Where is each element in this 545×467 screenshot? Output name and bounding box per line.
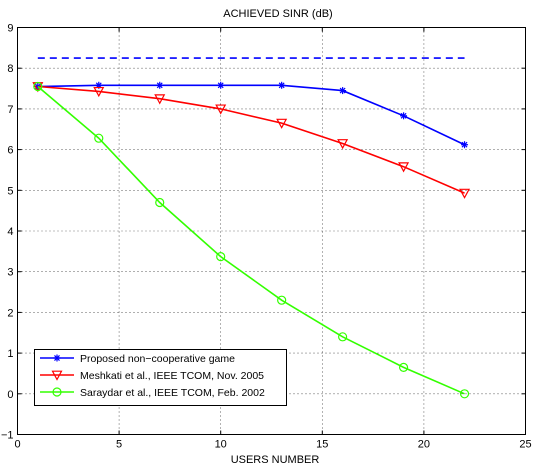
y-tick-label: 5 (7, 185, 13, 197)
legend-entry: Saraydar et al., IEEE TCOM, Feb. 2002 (40, 387, 265, 399)
legend-label: Proposed non−cooperative game (80, 353, 235, 365)
x-tick-label: 10 (215, 439, 227, 451)
series-1 (32, 82, 471, 199)
circle-marker (459, 389, 470, 399)
triangle-marker (51, 370, 63, 381)
y-tick-label: 8 (7, 63, 13, 75)
asterisk-marker (156, 81, 164, 89)
circle-marker (338, 332, 348, 342)
triangle-marker (398, 162, 410, 173)
circle-marker (216, 252, 226, 262)
triangle-marker (154, 94, 166, 105)
legend-label: Meshkati et al., IEEE TCOM, Nov. 2005 (80, 370, 264, 382)
series-2 (33, 81, 470, 399)
x-tick-label: 0 (14, 439, 20, 451)
y-tick-label: 6 (7, 145, 13, 157)
x-tick-label: 25 (519, 439, 531, 451)
x-tick-label: 5 (116, 439, 122, 451)
x-axis-label: USERS NUMBER (231, 454, 320, 466)
asterisk-marker (278, 81, 286, 89)
series-layer (32, 81, 471, 399)
y-tick-label: 9 (7, 23, 13, 35)
circle-marker (94, 133, 104, 143)
circle-marker (52, 387, 62, 397)
legend-items: Proposed non−cooperative game Meshkati et… (40, 353, 265, 399)
triangle-marker (276, 118, 288, 129)
chart-title: ACHIEVED SINR (dB) (223, 8, 332, 20)
circle-marker (277, 295, 287, 305)
asterisk-marker (53, 354, 61, 362)
series-line (37, 85, 465, 194)
triangle-marker (337, 139, 349, 150)
asterisk-marker (461, 141, 469, 149)
x-tick-label: 20 (418, 439, 430, 451)
y-tick-label: 0 (7, 389, 13, 401)
circle-marker (398, 362, 409, 372)
circle-marker (155, 197, 165, 208)
series-line (37, 85, 465, 395)
y-tick-label: 3 (7, 267, 13, 279)
asterisk-marker (339, 87, 347, 95)
legend-label: Saraydar et al., IEEE TCOM, Feb. 2002 (80, 387, 265, 399)
x-tick-label: 15 (316, 439, 328, 451)
triangle-marker (93, 86, 105, 98)
y-tick-label: 2 (7, 307, 13, 319)
triangle-marker (215, 104, 227, 115)
legend-entry: Proposed non−cooperative game (40, 353, 235, 365)
y-tick-label: 7 (7, 104, 13, 116)
y-tick-label: 4 (7, 226, 13, 238)
asterisk-marker (400, 112, 408, 120)
series-line (37, 84, 465, 146)
asterisk-marker (217, 81, 225, 89)
y-tick-label: 1 (7, 348, 13, 360)
legend: Proposed non−cooperative game Meshkati et… (34, 349, 287, 406)
triangle-marker (459, 188, 471, 199)
y-tick-label: −1 (1, 430, 14, 442)
legend-box (34, 349, 287, 406)
circle-marker (33, 81, 43, 92)
legend-entry: Meshkati et al., IEEE TCOM, Nov. 2005 (40, 370, 264, 382)
